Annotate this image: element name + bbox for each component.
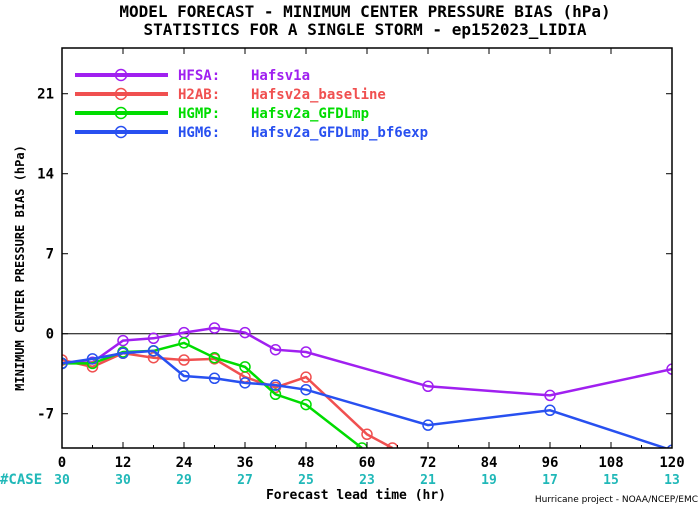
series-hfsa — [62, 322, 672, 402]
data-point — [300, 371, 312, 383]
data-point — [178, 337, 190, 349]
series-hgmp — [62, 337, 368, 448]
data-point — [86, 361, 99, 373]
data-point — [386, 442, 399, 448]
x-tick-label: 96 — [542, 455, 559, 471]
data-point — [544, 389, 556, 402]
legend-desc: Hafsv2a_baseline — [251, 87, 386, 103]
chart-title: MODEL FORECAST - MINIMUM CENTER PRESSURE… — [119, 2, 610, 21]
legend-name: HFSA: — [178, 68, 220, 84]
data-point — [62, 357, 68, 370]
legend-marker — [114, 68, 128, 82]
legend-desc: Hafsv1a — [251, 68, 310, 84]
legend-name: H2AB: — [178, 87, 220, 103]
x-tick-label: 36 — [237, 455, 254, 471]
legend-marker — [114, 106, 128, 120]
data-point — [269, 379, 282, 391]
x-tick-label: 12 — [115, 455, 132, 471]
data-point — [208, 322, 221, 334]
series-line — [62, 326, 672, 397]
legend-marker — [114, 87, 128, 101]
x-tick-label: 24 — [176, 455, 193, 471]
x-tick-label: 48 — [298, 455, 315, 471]
case-count: 30 — [54, 473, 70, 488]
legend-marker — [114, 125, 128, 139]
x-tick-label: 108 — [598, 455, 623, 471]
data-point — [178, 354, 190, 366]
case-count: 13 — [664, 473, 680, 488]
series-layer — [62, 322, 672, 448]
x-tick-label: 0 — [58, 455, 66, 471]
series-hgm6 — [62, 345, 672, 448]
data-point — [239, 326, 251, 339]
data-point — [239, 377, 251, 389]
data-point — [300, 346, 312, 358]
x-tick-label: 84 — [481, 455, 498, 471]
data-point — [422, 380, 434, 393]
data-point — [666, 363, 672, 375]
case-count: 29 — [176, 473, 192, 488]
legend-name: HGMP: — [178, 106, 220, 122]
legend-desc: Hafsv2a_GFDLmp_bf6exp — [251, 125, 428, 141]
series-line — [62, 341, 363, 448]
axes: 0 30 12 30 24 29 36 27 48 25 60 23 72 21 84 19 96 17 108 15… — [37, 47, 685, 488]
case-count: 19 — [481, 473, 497, 488]
case-count: 23 — [359, 473, 375, 488]
case-count: 17 — [542, 473, 558, 488]
credit-text: Hurricane project - NOAA/NCEP/EMC — [535, 495, 698, 505]
case-count: 15 — [603, 473, 619, 488]
data-point — [422, 419, 434, 431]
data-point — [269, 343, 282, 356]
x-axis-label: Forecast lead time (hr) — [266, 488, 446, 503]
case-count: 30 — [115, 473, 131, 488]
y-tick-label: 14 — [37, 167, 54, 183]
x-tick-label: 120 — [659, 455, 684, 471]
data-point — [147, 351, 160, 364]
data-point — [147, 345, 160, 357]
case-count: 27 — [237, 473, 253, 488]
x-tick-label: 72 — [420, 455, 437, 471]
data-point — [239, 361, 251, 373]
data-point — [178, 370, 190, 382]
y-tick-label: 0 — [46, 327, 54, 343]
data-point — [544, 404, 556, 417]
data-point — [86, 353, 99, 365]
legend: HFSA: Hafsv1a H2AB: Hafsv2a_baseline HGMP: Ha… — [75, 68, 428, 141]
x-tick-label: 60 — [359, 455, 376, 471]
data-point — [356, 442, 368, 448]
data-point — [208, 372, 221, 385]
y-tick-label: 7 — [46, 247, 54, 263]
chart-subtitle: STATISTICS FOR A SINGLE STORM - ep152023… — [143, 20, 586, 39]
data-point — [300, 398, 312, 411]
data-point — [117, 347, 129, 359]
data-point — [147, 332, 160, 345]
case-count: 21 — [420, 473, 436, 488]
data-point — [361, 428, 373, 441]
data-point — [269, 388, 282, 401]
data-point — [117, 334, 129, 347]
case-count: 25 — [298, 473, 314, 488]
case-label: #CASE — [0, 472, 42, 488]
data-point — [208, 351, 221, 364]
data-point — [300, 383, 312, 396]
y-tick-label: -7 — [37, 407, 54, 423]
legend-desc: Hafsv2a_GFDLmp — [251, 106, 369, 122]
y-axis-label: MINIMUM CENTER PRESSURE BIAS (hPa) — [13, 145, 27, 391]
y-tick-label: 21 — [37, 87, 54, 103]
data-point — [62, 354, 68, 366]
legend-name: HGM6: — [178, 125, 220, 141]
